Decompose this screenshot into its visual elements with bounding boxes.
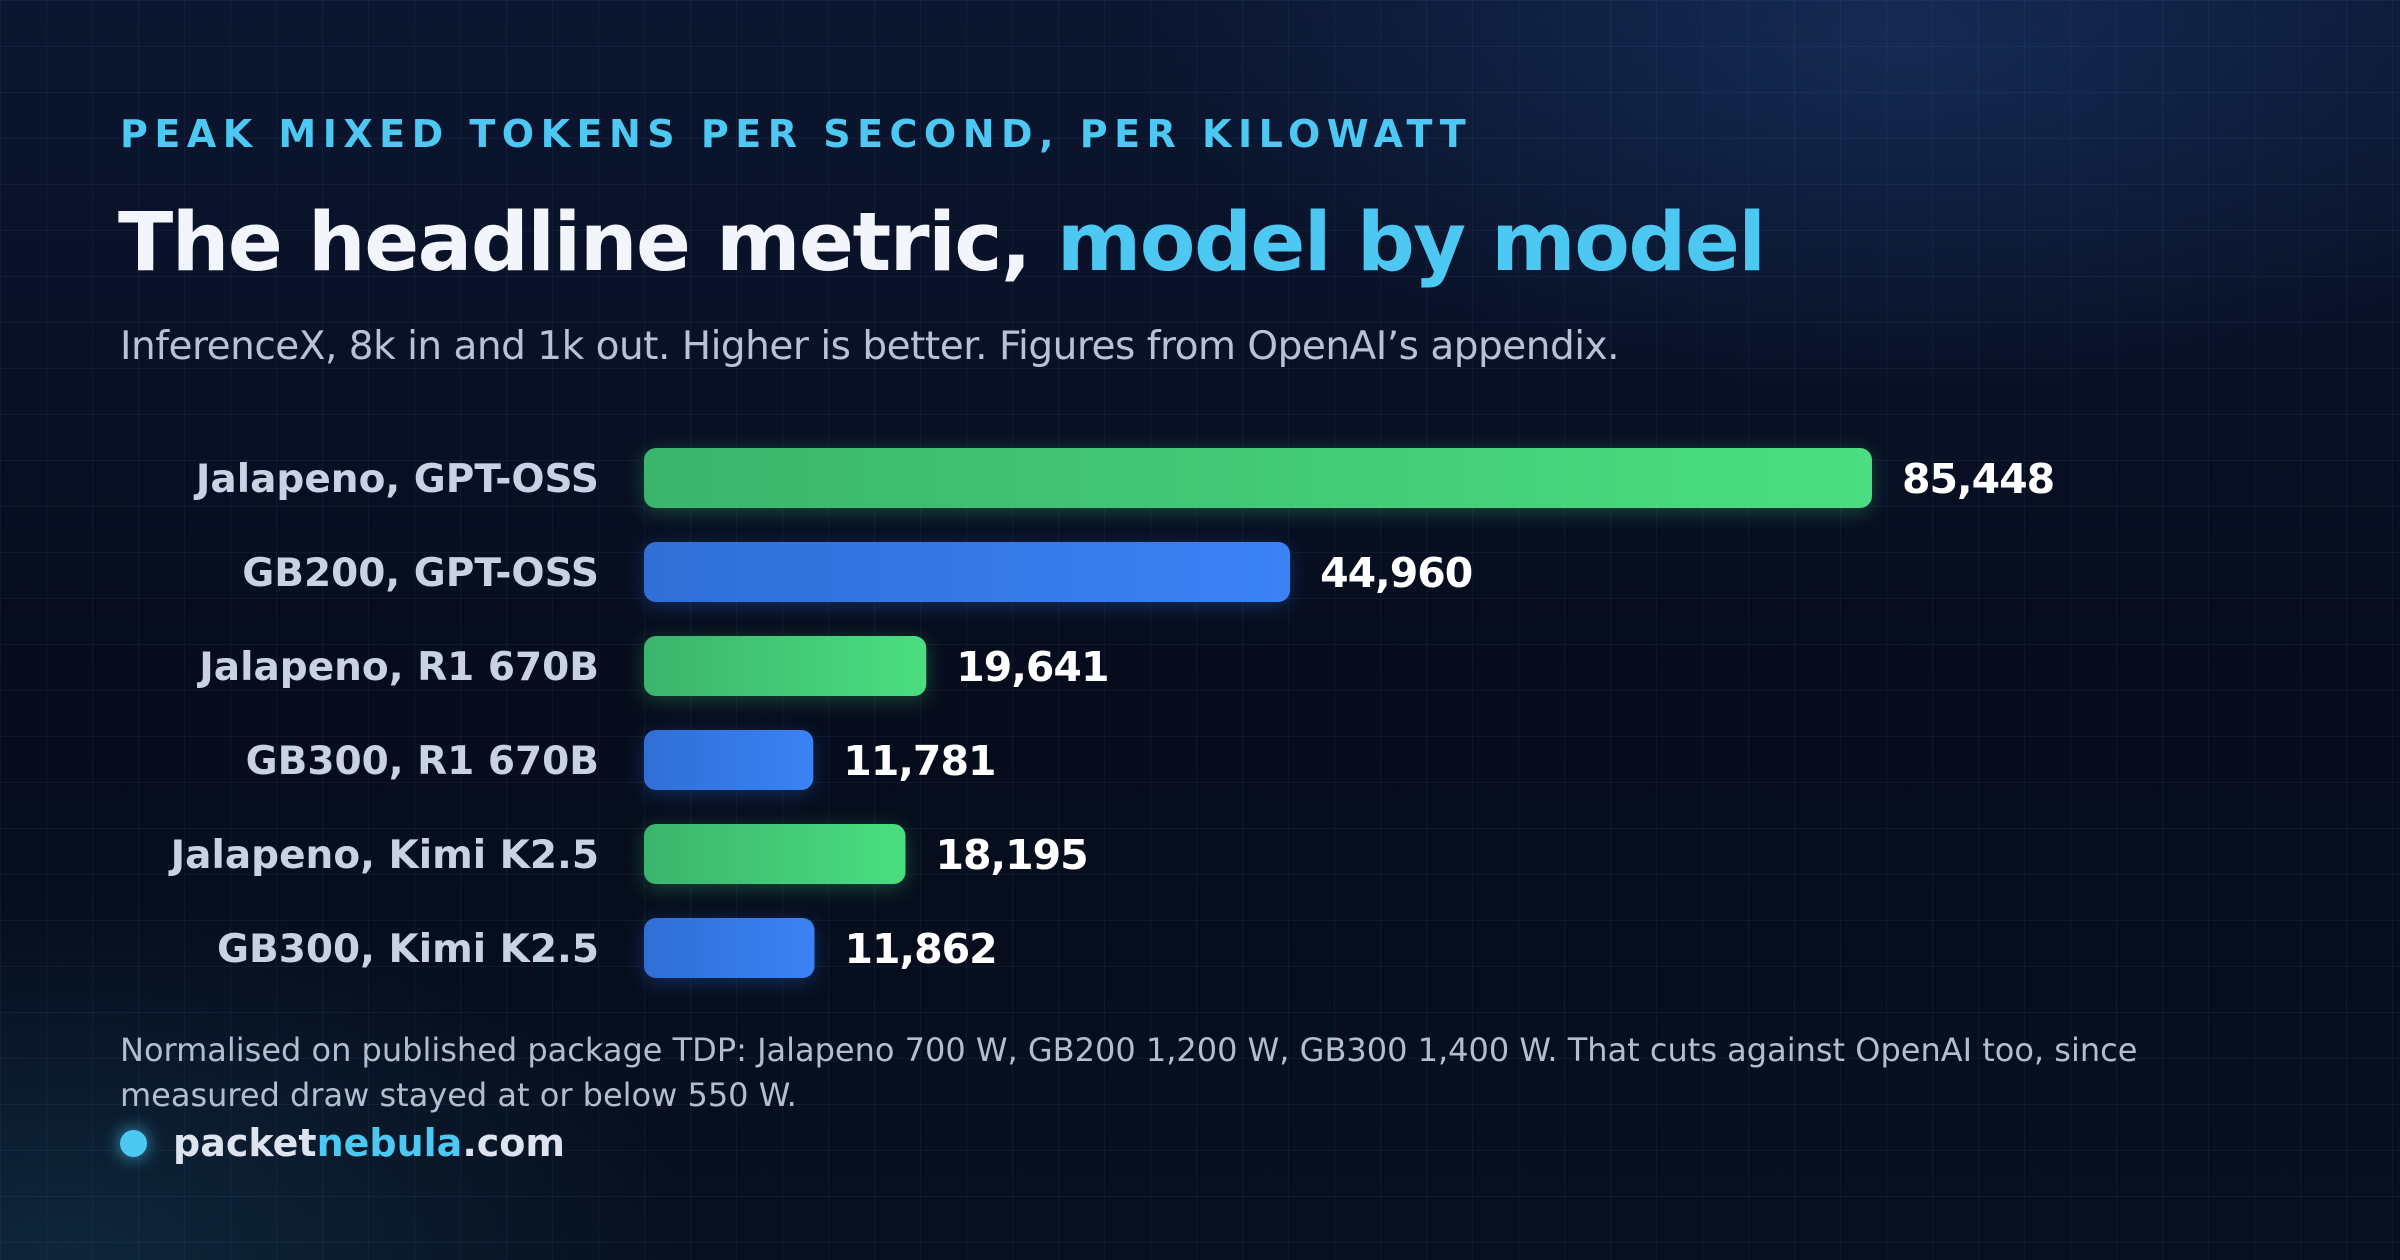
bars-layer: Jalapeno, GPT-OSS 85,448 GB200, GPT-OSS 44,… <box>168 448 2055 982</box>
value-label: 85,448 <box>1902 455 2054 503</box>
bar-6 <box>644 918 815 978</box>
bar-4 <box>644 730 814 790</box>
bar-1 <box>644 448 1872 508</box>
brand-dot-icon <box>120 1129 147 1157</box>
bar-2 <box>644 542 1291 602</box>
brand-suffix: .com <box>462 1121 565 1165</box>
bar-3 <box>644 636 927 696</box>
bar-5 <box>644 824 906 884</box>
page-title: The headline metric, model by model <box>118 196 1766 290</box>
category-label: Jalapeno, GPT-OSS <box>193 457 599 502</box>
eyebrow-label: PEAK MIXED TOKENS PER SECOND, PER KILOWA… <box>120 112 1473 156</box>
title-accent: model by model <box>1056 196 1766 290</box>
value-label: 11,781 <box>843 737 995 785</box>
value-label: 18,195 <box>935 831 1087 879</box>
category-label: GB200, GPT-OSS <box>242 551 599 596</box>
category-label: Jalapeno, Kimi K2.5 <box>168 833 599 878</box>
brand[interactable]: packet nebula .com <box>120 1118 565 1168</box>
value-label: 44,960 <box>1320 549 1472 597</box>
footnote: Normalised on published package TDP: Jal… <box>120 1031 2138 1114</box>
title-main: The headline metric, <box>118 196 1057 290</box>
brand-accent: nebula <box>316 1121 463 1165</box>
value-label: 11,862 <box>844 925 996 973</box>
page-subtitle: InferenceX, 8k in and 1k out. Higher is … <box>120 324 1620 369</box>
category-label: GB300, R1 670B <box>246 739 599 784</box>
category-label: Jalapeno, R1 670B <box>196 645 599 690</box>
value-label: 19,641 <box>956 643 1108 691</box>
category-label: GB300, Kimi K2.5 <box>217 927 599 972</box>
brand-prefix: packet <box>173 1121 317 1165</box>
